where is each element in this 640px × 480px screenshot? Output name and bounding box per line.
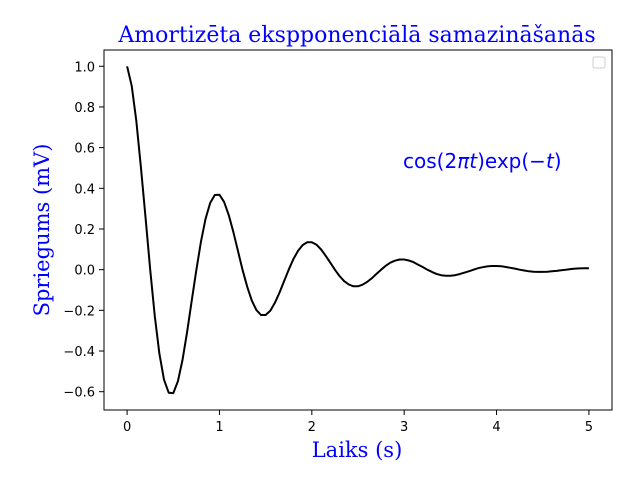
y-tick-label: 0.2 bbox=[74, 223, 95, 238]
y-axis: 1.0 0.8 0.6 0.4 0.2 0.0 −0.2 −0.4 −0.6 bbox=[63, 60, 104, 401]
x-axis-label: Laiks (s) bbox=[312, 438, 403, 462]
plot-frame bbox=[103, 49, 613, 411]
x-tick-label: 4 bbox=[492, 420, 500, 435]
x-tick-label: 0 bbox=[123, 420, 131, 435]
chart-title: Amortizēta ekspponenciālā samazināšanās bbox=[117, 23, 595, 48]
formula-part-exp: )exp(− bbox=[477, 149, 546, 173]
legend-box bbox=[592, 56, 606, 69]
x-tick-label: 1 bbox=[215, 420, 223, 435]
x-axis: 0 1 2 3 4 5 bbox=[123, 410, 593, 435]
series-line-damped-cosine bbox=[126, 66, 589, 395]
y-tick-label: 0.4 bbox=[74, 182, 95, 197]
y-tick-label: −0.4 bbox=[63, 345, 95, 360]
y-tick-label: 1.0 bbox=[74, 60, 95, 75]
x-tick-label: 2 bbox=[308, 420, 316, 435]
formula-part-close: ) bbox=[554, 149, 562, 173]
y-tick-label: −0.6 bbox=[63, 386, 95, 401]
formula-part-pit: πt bbox=[457, 149, 478, 173]
y-tick-label: 0.0 bbox=[74, 264, 95, 279]
formula-annotation: cos(2πt)exp(−t) bbox=[403, 149, 562, 173]
y-tick-label: 0.8 bbox=[74, 101, 95, 116]
y-axis-label: Spriegums (mV) bbox=[30, 144, 54, 317]
x-tick-label: 5 bbox=[585, 420, 593, 435]
y-tick-label: 0.6 bbox=[74, 142, 95, 157]
formula-part-t: t bbox=[546, 149, 555, 173]
formula-part-cos: cos(2 bbox=[403, 149, 457, 173]
x-tick-label: 3 bbox=[400, 420, 408, 435]
plot-area bbox=[103, 49, 613, 411]
y-tick-label: −0.2 bbox=[63, 304, 95, 319]
